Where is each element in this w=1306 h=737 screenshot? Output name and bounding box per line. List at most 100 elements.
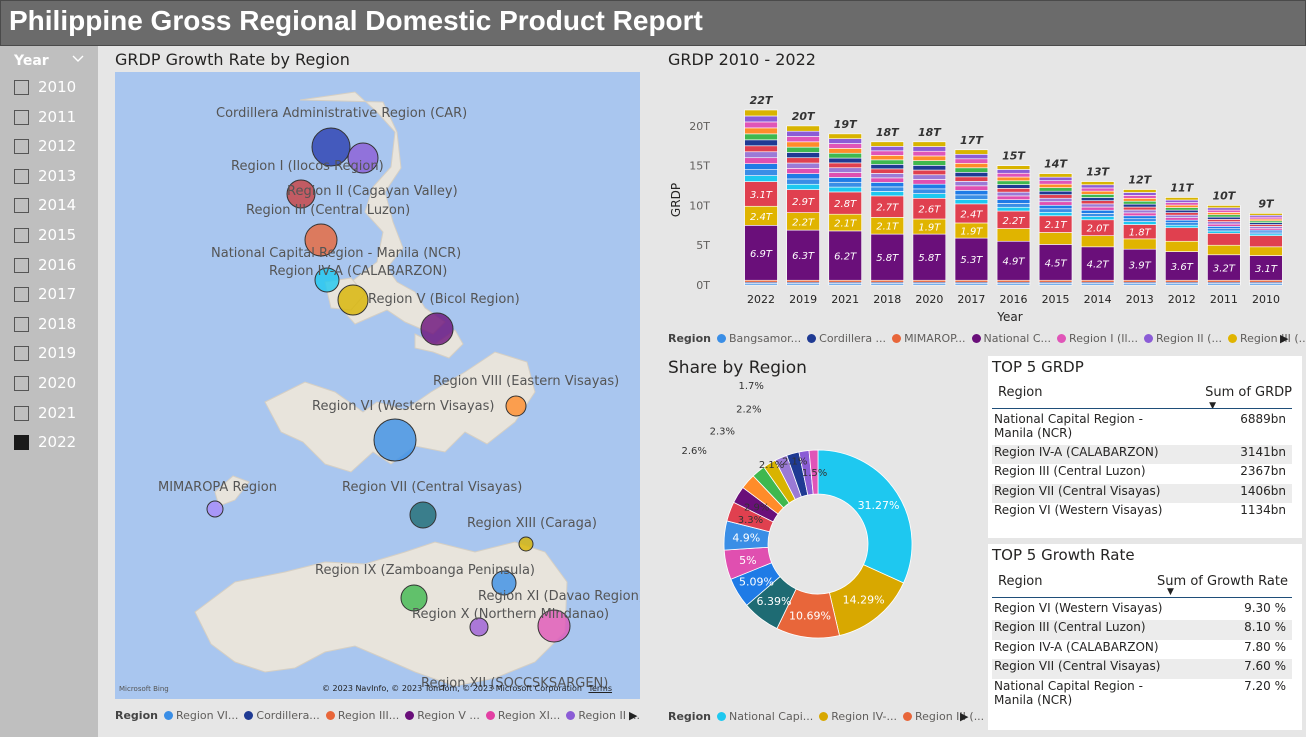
map-bubble[interactable] [347, 142, 379, 174]
bar-segment[interactable] [1165, 197, 1199, 201]
map-bubble[interactable] [311, 127, 351, 167]
map-bubble[interactable] [420, 312, 454, 346]
sort-down-icon[interactable]: ▼ [1167, 587, 1174, 597]
checkbox[interactable] [14, 346, 29, 362]
legend-item[interactable]: National Capi... [716, 710, 813, 723]
bar-segment[interactable] [954, 153, 989, 160]
map-bubble[interactable] [400, 584, 428, 612]
legend-item[interactable]: Region III (... [903, 710, 984, 723]
bar-segment[interactable] [744, 151, 778, 159]
bar-segment-ncr[interactable] [1123, 248, 1157, 281]
bar-segment[interactable] [786, 146, 820, 153]
chevron-down-icon[interactable] [72, 52, 84, 67]
checkbox[interactable] [14, 139, 29, 155]
bar-segment-ncr[interactable] [996, 240, 1031, 281]
bar-segment[interactable] [828, 167, 862, 173]
bar-segment-region-iv-a[interactable] [1165, 227, 1199, 242]
bar-segment[interactable] [828, 133, 862, 140]
bar-segment[interactable] [870, 155, 904, 161]
bar-segment[interactable] [954, 194, 989, 200]
map-bubble[interactable] [304, 223, 338, 257]
bar-segment[interactable] [1165, 212, 1199, 216]
bar-segment[interactable] [744, 121, 778, 129]
bar-segment[interactable] [1207, 228, 1241, 232]
bar-segment[interactable] [1207, 219, 1241, 222]
bar-segment[interactable] [996, 203, 1031, 208]
bar-segment-ncr[interactable] [1207, 254, 1241, 281]
bar-segment[interactable] [870, 186, 904, 192]
bar-segment[interactable] [1123, 200, 1157, 205]
bar-segment[interactable] [744, 175, 778, 182]
bar-segment-ncr[interactable] [1038, 244, 1073, 281]
bar-segment[interactable] [870, 191, 904, 197]
bar-segment-ncr[interactable] [1080, 246, 1115, 281]
bar-segment[interactable] [954, 172, 989, 178]
checkbox[interactable] [14, 80, 29, 95]
bar-segment[interactable] [1207, 214, 1241, 218]
bar-segment[interactable] [786, 152, 820, 159]
bar-segment[interactable] [1165, 202, 1199, 206]
bar-segment[interactable] [1080, 187, 1115, 192]
table-row[interactable]: Region IV-A (CALABARZON) 3141bn [992, 444, 1292, 465]
legend-item[interactable]: Region V ... [405, 709, 480, 722]
bar-segment[interactable] [996, 188, 1031, 193]
bar-segment[interactable] [1123, 221, 1157, 225]
bar-segment[interactable] [828, 143, 862, 149]
bar-segment[interactable] [1123, 203, 1157, 208]
bar-segment-region-iii[interactable] [1207, 244, 1241, 256]
bar-segment-region-iv-a[interactable] [1207, 232, 1241, 246]
legend-item[interactable]: Region III (... [1227, 332, 1306, 345]
bar-segment[interactable] [912, 169, 947, 176]
bar-segment[interactable] [912, 146, 947, 152]
bar-segment[interactable] [954, 185, 989, 191]
bar-segment[interactable] [912, 155, 947, 161]
bar-segment[interactable] [1165, 219, 1199, 223]
bar-segment[interactable] [954, 199, 989, 205]
bar-segment[interactable] [1165, 209, 1199, 213]
legend-item[interactable]: MIMAROP... [892, 332, 966, 345]
bar-segment[interactable] [1080, 216, 1115, 221]
bar-segment[interactable] [996, 195, 1031, 200]
legend-item[interactable]: Region VI... [163, 709, 238, 722]
checkbox[interactable] [14, 435, 29, 451]
checkbox[interactable] [14, 228, 29, 243]
bar-segment[interactable] [996, 165, 1031, 170]
bar-segment[interactable] [744, 145, 778, 153]
legend-item[interactable]: Region XI... [485, 709, 560, 722]
bar-segment[interactable] [954, 167, 989, 173]
bar-segment[interactable] [870, 146, 904, 152]
bar-segment[interactable] [744, 169, 778, 176]
map-bubble[interactable] [206, 500, 224, 518]
bar-segment[interactable] [1123, 192, 1157, 196]
bar-segment[interactable] [1165, 207, 1199, 211]
bar-segment[interactable] [1207, 226, 1241, 229]
bar-segment[interactable] [996, 191, 1031, 197]
bar-segment-ncr[interactable] [744, 225, 778, 281]
legend-item[interactable]: Region II (... [1144, 332, 1222, 345]
bar-segment[interactable] [1123, 189, 1157, 193]
bar-segment[interactable] [1207, 209, 1241, 213]
bar-segment[interactable] [870, 150, 904, 156]
legend-item[interactable]: Region III... [325, 709, 399, 722]
bar-segment-ncr[interactable] [1249, 255, 1283, 281]
bar-segment[interactable] [1080, 213, 1115, 217]
sort-down-icon[interactable]: ▼ [1209, 401, 1216, 411]
bar-segment[interactable] [828, 172, 862, 178]
bar-segment[interactable] [744, 163, 778, 170]
bar-segment[interactable] [1038, 183, 1073, 188]
bar-segment[interactable] [1038, 187, 1073, 192]
bar-segment[interactable] [1038, 204, 1073, 210]
bar-segment[interactable] [996, 180, 1031, 185]
bar-segment-region-iii[interactable] [996, 228, 1031, 242]
map-canvas[interactable]: Cordillera Administrative Region (CAR) Re… [115, 72, 640, 699]
bar-segment[interactable] [744, 133, 778, 141]
legend-item[interactable]: Cordillera ... [807, 332, 886, 345]
bar-segment[interactable] [744, 139, 778, 147]
bar-segment[interactable] [1165, 217, 1199, 221]
top-grdp-col-value[interactable]: Sum of GRDP [1205, 385, 1292, 400]
bar-segment[interactable] [828, 152, 862, 159]
bar-segment[interactable] [1080, 181, 1115, 186]
legend-item[interactable]: Cordillera... [244, 709, 320, 722]
bar-segment[interactable] [996, 199, 1031, 204]
bar-segment[interactable] [1080, 184, 1115, 189]
